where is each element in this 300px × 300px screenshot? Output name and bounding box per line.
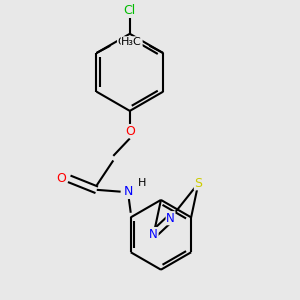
Text: O: O [125, 124, 135, 138]
Text: H₃C: H₃C [121, 37, 142, 47]
Text: CH₃: CH₃ [118, 37, 138, 47]
Text: Cl: Cl [124, 4, 136, 17]
Text: O: O [56, 172, 66, 185]
Text: N: N [166, 212, 175, 225]
Text: N: N [124, 185, 134, 198]
Text: N: N [149, 227, 158, 241]
Text: H: H [138, 178, 146, 188]
Text: S: S [194, 177, 202, 190]
